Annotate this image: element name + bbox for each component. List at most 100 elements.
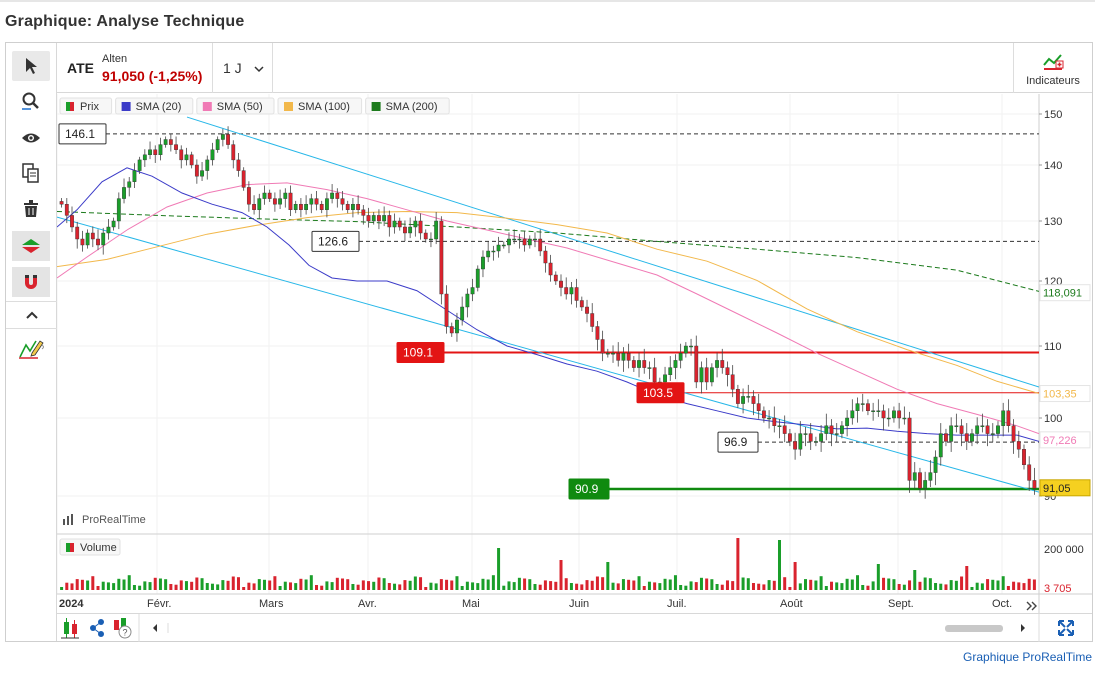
volume-bar bbox=[861, 585, 865, 590]
chevron-up-icon[interactable] bbox=[6, 301, 57, 329]
candle-body bbox=[652, 367, 657, 383]
header-divider bbox=[272, 43, 273, 93]
volume-bar bbox=[689, 581, 693, 590]
candle-body bbox=[720, 360, 725, 368]
volume-bar bbox=[190, 581, 194, 590]
volume-bar bbox=[132, 585, 136, 590]
candle-body bbox=[996, 425, 1000, 434]
trash-icon[interactable] bbox=[12, 194, 50, 224]
legend-item bbox=[115, 97, 194, 115]
volume-bar bbox=[403, 580, 407, 590]
sma50-line bbox=[57, 182, 1039, 435]
x-tick-label: Mars bbox=[259, 598, 284, 610]
candle-body bbox=[1001, 410, 1006, 426]
volume-bar bbox=[497, 548, 501, 590]
volume-bar bbox=[138, 585, 142, 590]
volume-bar bbox=[226, 580, 230, 590]
candle-body bbox=[699, 367, 704, 383]
candle-body bbox=[70, 215, 74, 228]
copy-icon[interactable] bbox=[12, 158, 50, 188]
volume-bar bbox=[720, 584, 724, 590]
scroll-right-icon[interactable] bbox=[1021, 624, 1025, 632]
candle-body bbox=[626, 353, 631, 361]
candle-body bbox=[605, 353, 610, 355]
x-tick-label: Avr. bbox=[358, 598, 377, 610]
trend-icon[interactable] bbox=[12, 231, 50, 261]
cursor-icon[interactable] bbox=[12, 51, 50, 81]
right-tag-box bbox=[1039, 284, 1091, 302]
volume-bar bbox=[398, 584, 402, 590]
volume-bar bbox=[668, 579, 672, 590]
time-axis: 2024 Févr. Mars Avr. Mai Juin Juil. Août Sept. Oc… bbox=[59, 598, 1037, 611]
horizontal-scrollbar[interactable] bbox=[945, 625, 1003, 632]
candle-body bbox=[819, 433, 824, 442]
volume-bar bbox=[897, 584, 901, 590]
volume-bar bbox=[91, 576, 95, 590]
volume-bar bbox=[174, 584, 178, 590]
time-forward-icon[interactable] bbox=[1026, 601, 1037, 611]
candle-body bbox=[496, 244, 501, 252]
help-icon[interactable]: ? bbox=[114, 618, 132, 639]
volume-bar bbox=[554, 581, 558, 590]
candle-style-icon[interactable] bbox=[61, 618, 79, 639]
candle-body bbox=[871, 410, 876, 412]
right-value-tags: 118,091 103,35 97,226 91,05 bbox=[1039, 284, 1091, 497]
last-quote: 91,050 (-1,25%) bbox=[102, 68, 203, 84]
candle-body bbox=[267, 192, 272, 199]
candle-body bbox=[215, 139, 220, 150]
volume-bar bbox=[112, 583, 116, 590]
candle-body bbox=[678, 353, 683, 361]
page-title: Graphique: Analyse Technique bbox=[5, 13, 245, 30]
eye-icon[interactable] bbox=[12, 123, 50, 153]
volume-bar bbox=[158, 578, 162, 590]
ticker-symbol[interactable]: ATE bbox=[67, 60, 94, 76]
period-label: 1 J bbox=[223, 60, 242, 76]
period-selector[interactable]: 1 J bbox=[223, 60, 264, 76]
candle-body bbox=[803, 433, 808, 435]
volume-bar bbox=[970, 587, 974, 590]
volume-bar bbox=[341, 578, 345, 590]
share-icon[interactable] bbox=[90, 619, 104, 637]
y-tick-label: 100 bbox=[1044, 413, 1062, 425]
indicators-label: Indicateurs bbox=[1026, 75, 1080, 87]
candle-body bbox=[850, 410, 855, 419]
candle-body bbox=[507, 238, 511, 246]
zoom-icon[interactable] bbox=[12, 87, 50, 117]
candle-body bbox=[761, 410, 766, 419]
candle-body bbox=[923, 480, 928, 489]
candle-body bbox=[647, 367, 652, 369]
volume-bar bbox=[195, 577, 199, 590]
chart-bottom-bar: ? bbox=[57, 613, 1092, 642]
prorealtime-link[interactable]: Graphique ProRealTime bbox=[963, 650, 1092, 664]
indicators-button[interactable]: Indicateurs bbox=[1014, 43, 1092, 93]
candle-body bbox=[564, 287, 569, 295]
volume-bar bbox=[996, 580, 1000, 590]
chart-header: ATE Alten 91,050 (-1,25%) 1 J Indicateur… bbox=[57, 43, 1092, 93]
candle-body bbox=[970, 433, 974, 442]
magnet-icon[interactable] bbox=[12, 267, 50, 297]
level-tag-label: 96.9 bbox=[724, 435, 748, 449]
scroll-left-icon[interactable] bbox=[153, 624, 157, 632]
candlesticks bbox=[59, 126, 1037, 499]
x-tick-label: Oct. bbox=[992, 598, 1012, 610]
candle-body bbox=[590, 313, 595, 327]
candle-body bbox=[642, 360, 647, 368]
chart-frame: ATE Alten 91,050 (-1,25%) 1 J Indicateur… bbox=[5, 42, 1093, 642]
volume-bar bbox=[876, 564, 880, 590]
volume-bar bbox=[247, 582, 251, 590]
volume-bar bbox=[856, 575, 860, 590]
volume-bar bbox=[445, 579, 449, 590]
candle-body bbox=[111, 220, 116, 228]
volume-bar bbox=[393, 583, 397, 590]
candle-body bbox=[194, 164, 199, 177]
volume-bar bbox=[939, 583, 943, 590]
pencil-icon[interactable] bbox=[12, 333, 50, 363]
candle-body bbox=[715, 360, 719, 368]
volume-bar bbox=[944, 584, 948, 590]
fullscreen-icon[interactable] bbox=[1058, 620, 1074, 636]
volume-bar bbox=[1022, 583, 1026, 590]
candle-body bbox=[439, 220, 444, 295]
candle-body bbox=[704, 367, 709, 383]
candle-body bbox=[725, 367, 730, 376]
